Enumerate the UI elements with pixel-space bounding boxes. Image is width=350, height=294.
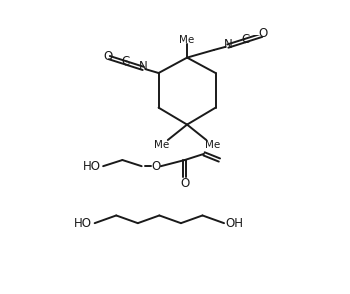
Text: O: O xyxy=(180,177,189,190)
Text: OH: OH xyxy=(226,217,244,230)
Text: C: C xyxy=(241,33,250,46)
Text: O: O xyxy=(259,27,268,40)
Text: O: O xyxy=(151,160,160,173)
Text: HO: HO xyxy=(74,217,92,230)
Text: N: N xyxy=(139,60,148,73)
Text: HO: HO xyxy=(83,160,102,173)
Text: N: N xyxy=(224,38,232,51)
Text: Me: Me xyxy=(180,35,195,45)
Text: Me: Me xyxy=(205,141,220,151)
Text: Me: Me xyxy=(154,141,169,151)
Text: C: C xyxy=(121,55,130,68)
Text: O: O xyxy=(103,50,112,63)
